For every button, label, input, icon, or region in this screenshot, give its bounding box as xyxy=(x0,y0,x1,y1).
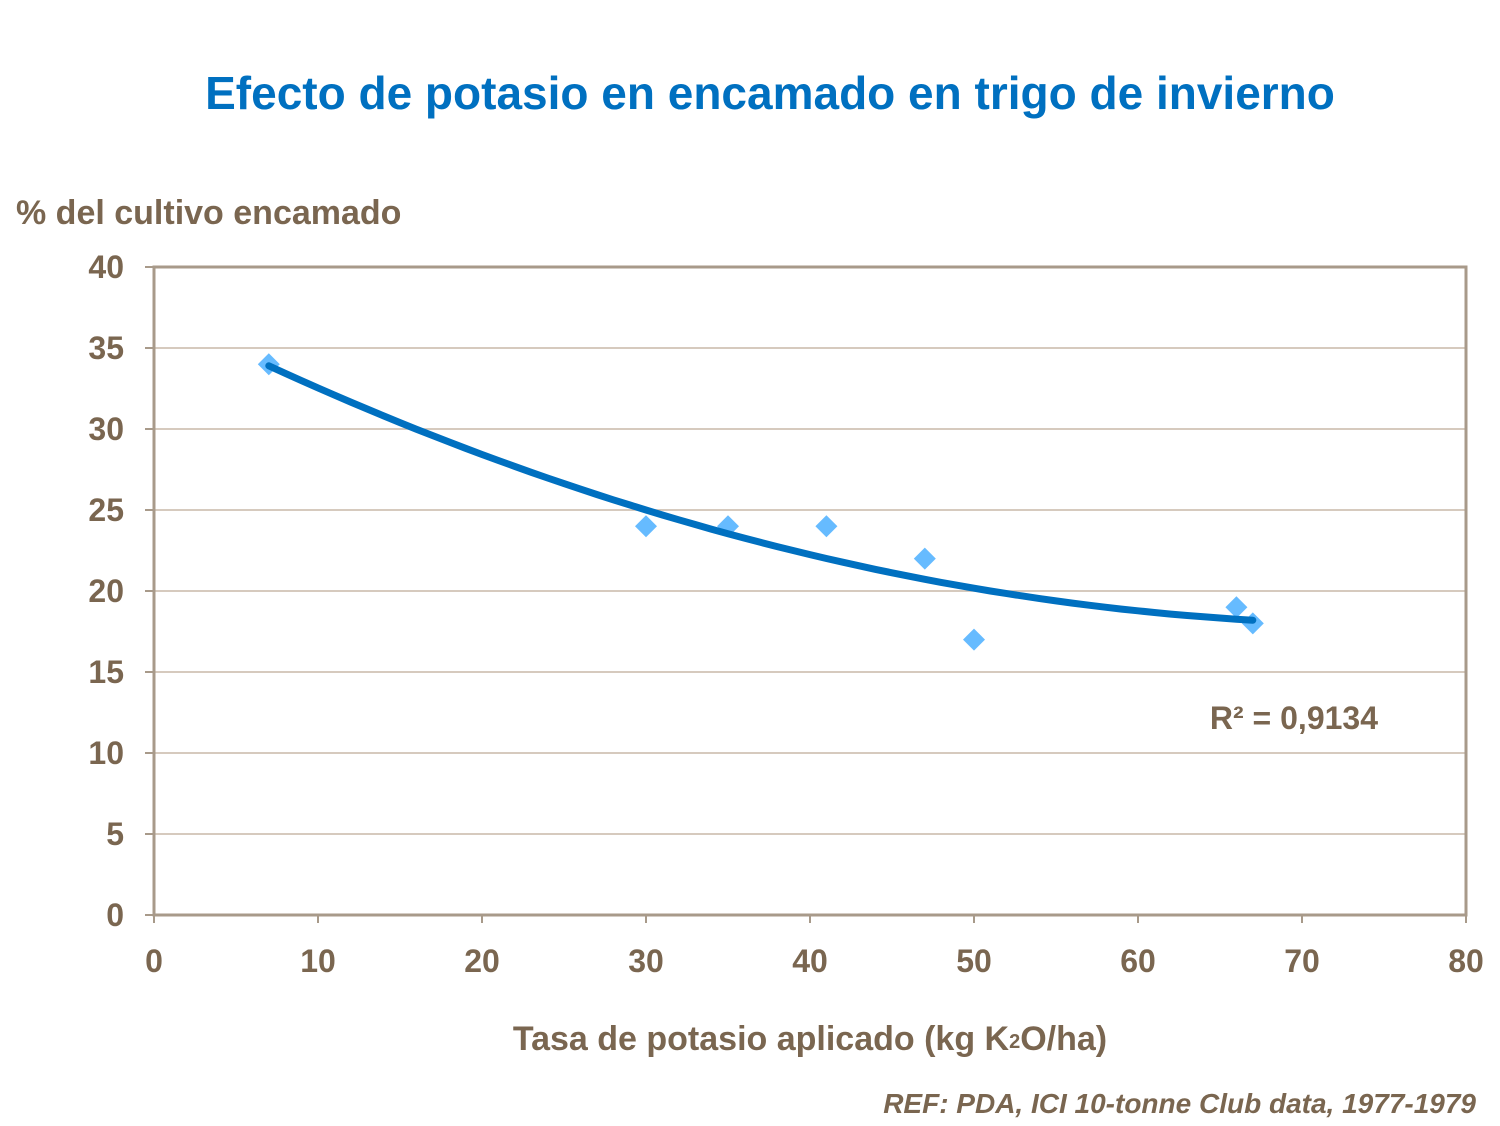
r-squared-label: R² = 0,9134 xyxy=(1210,700,1378,736)
y-tick-label: 0 xyxy=(106,897,124,933)
x-axis-label-subscript: 2 xyxy=(1009,1031,1021,1053)
x-tick-label: 80 xyxy=(1448,943,1484,979)
x-tick-label: 20 xyxy=(464,943,500,979)
chart-title: Efecto de potasio en encamado en trigo d… xyxy=(205,67,1335,119)
x-axis-label-end: O/ha) xyxy=(1020,1020,1108,1058)
data-point-marker xyxy=(1225,596,1248,619)
data-point-marker xyxy=(635,515,657,538)
y-axis-label: % del cultivo encamado xyxy=(16,194,402,232)
x-tick-label: 0 xyxy=(145,943,163,979)
data-point-marker xyxy=(815,515,838,538)
data-point-marker xyxy=(963,628,985,651)
x-tick-label: 40 xyxy=(792,943,828,979)
y-tick-label: 20 xyxy=(88,573,124,609)
trendline xyxy=(265,362,1257,624)
x-tick-label: 30 xyxy=(628,943,664,979)
x-axis-label: Tasa de potasio aplicado (kg K2O/ha) xyxy=(154,1020,1466,1059)
x-tick-label: 50 xyxy=(956,943,992,979)
x-axis-label-main: Tasa de potasio aplicado (kg K xyxy=(512,1020,1010,1058)
data-point-marker xyxy=(913,547,936,570)
x-tick-label: 70 xyxy=(1284,943,1320,979)
y-tick-label: 10 xyxy=(88,735,124,771)
x-tick-label: 10 xyxy=(300,943,336,979)
reference-note: REF: PDA, ICI 10-tonne Club data, 1977-1… xyxy=(883,1088,1476,1119)
y-tick-label: 25 xyxy=(88,492,124,528)
y-tick-label: 15 xyxy=(88,654,124,690)
y-tick-label: 5 xyxy=(106,816,124,852)
y-tick-label: 30 xyxy=(88,411,124,447)
y-tick-label: 35 xyxy=(88,330,124,366)
x-tick-label: 60 xyxy=(1120,943,1156,979)
y-tick-label: 40 xyxy=(88,249,124,285)
